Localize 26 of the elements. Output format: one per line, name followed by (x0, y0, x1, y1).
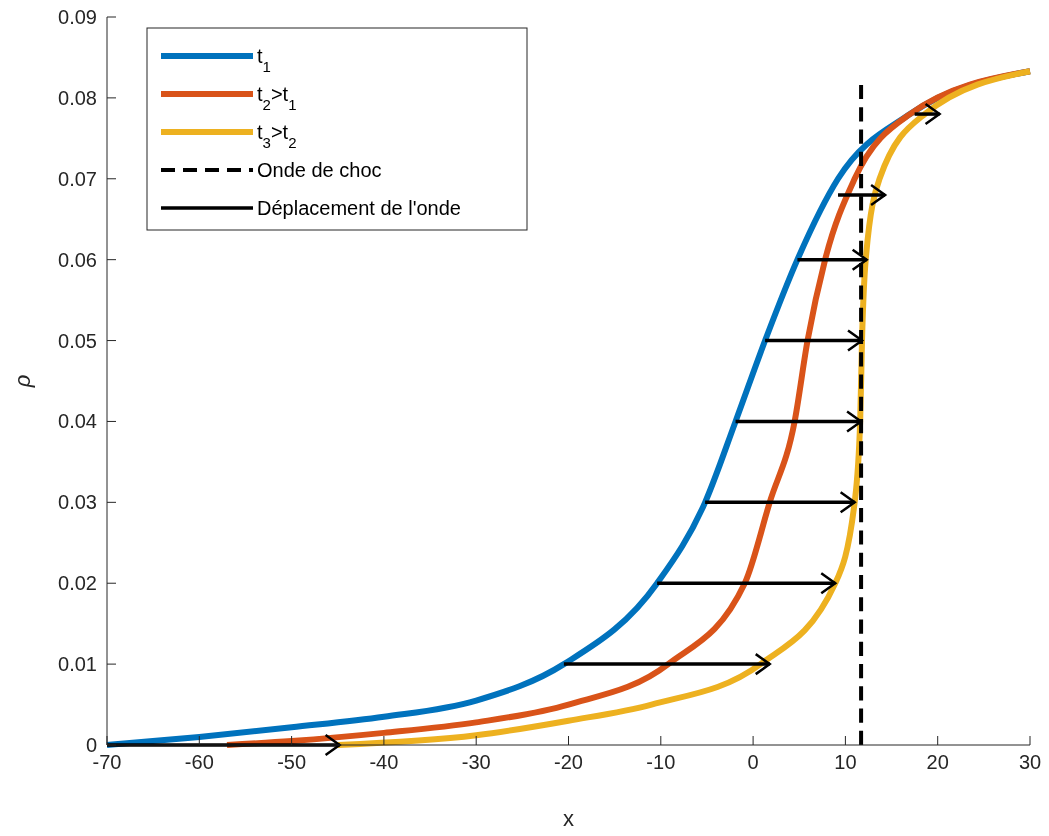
y-tick-label: 0.09 (58, 6, 97, 28)
legend-label: Onde de choc (257, 159, 382, 181)
y-tick-label: 0.07 (58, 167, 97, 190)
x-tick-label: 30 (1018, 751, 1042, 773)
y-tick-label: 0.04 (58, 410, 97, 433)
y-tick-label: 0.02 (58, 572, 97, 595)
x-tick-label: -10 (646, 751, 676, 773)
x-tick-label: -40 (369, 751, 399, 773)
x-tick-label: 10 (834, 751, 857, 773)
y-tick-label: 0.03 (58, 491, 97, 514)
y-tick-label: 0.01 (58, 653, 97, 676)
x-tick-label: -60 (184, 751, 214, 773)
legend-label: t$_{3}$>t$_{2}$ (257, 121, 297, 151)
y-tick-label: 0.05 (58, 329, 97, 352)
x-axis-title: x (563, 806, 574, 831)
legend-label: t$_{1}$ (257, 45, 271, 75)
x-tick-label: 0 (747, 751, 759, 773)
y-tick-label: 0.08 (58, 86, 97, 109)
y-tick-label: 0.06 (58, 248, 97, 271)
x-tick-label: -20 (554, 751, 583, 773)
legend-label: Déplacement de l'onde (257, 197, 461, 219)
x-tick-label: -30 (461, 751, 491, 773)
y-axis-title: ρ (10, 374, 35, 389)
x-tick-label: -50 (277, 751, 307, 773)
x-tick-label: 20 (926, 751, 949, 773)
legend-label: t$_{2}$>t$_{1}$ (257, 83, 297, 113)
